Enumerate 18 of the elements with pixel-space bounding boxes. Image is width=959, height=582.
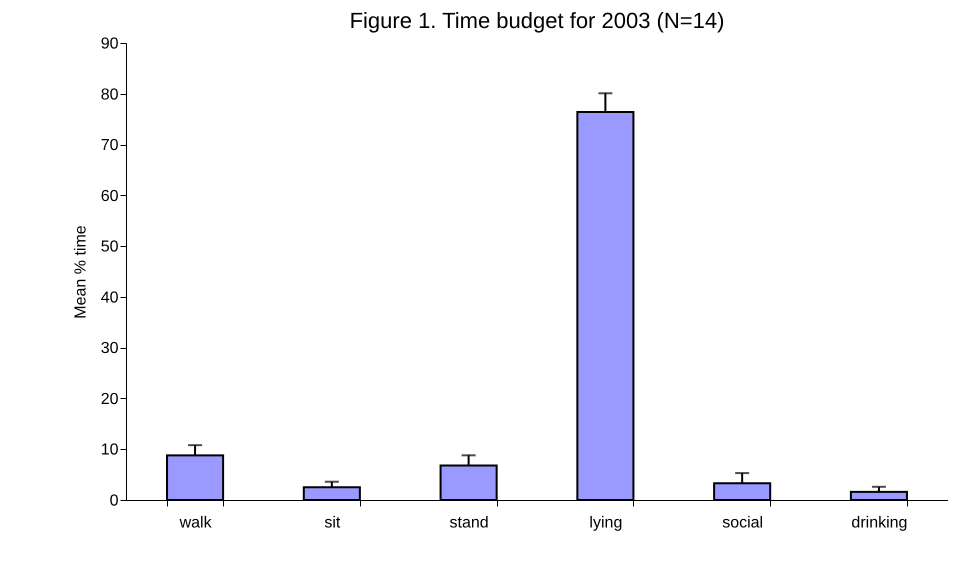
- y-tick-label: 30: [100, 340, 119, 358]
- y-tick-label: 80: [100, 86, 119, 104]
- x-tick-label: sit: [324, 514, 341, 532]
- x-tick-label: stand: [450, 514, 489, 532]
- x-tick-label: lying: [589, 514, 622, 532]
- chart-title: Figure 1. Time budget for 2003 (N=14): [350, 8, 724, 33]
- x-tick-label: drinking: [851, 514, 908, 532]
- y-tick-label: 20: [100, 390, 119, 408]
- y-tick-label: 90: [100, 36, 119, 52]
- y-tick-label: 10: [100, 442, 119, 459]
- x-tick-label: walk: [178, 514, 213, 532]
- x-tick-label: social: [722, 514, 764, 532]
- y-tick-label: 50: [100, 238, 119, 256]
- y-tick-label: 60: [100, 188, 119, 205]
- y-tick-label: 0: [110, 492, 119, 510]
- y-axis-title: Mean % time: [72, 225, 90, 319]
- y-tick-label: 70: [100, 137, 119, 154]
- y-tick-label: 40: [100, 289, 119, 306]
